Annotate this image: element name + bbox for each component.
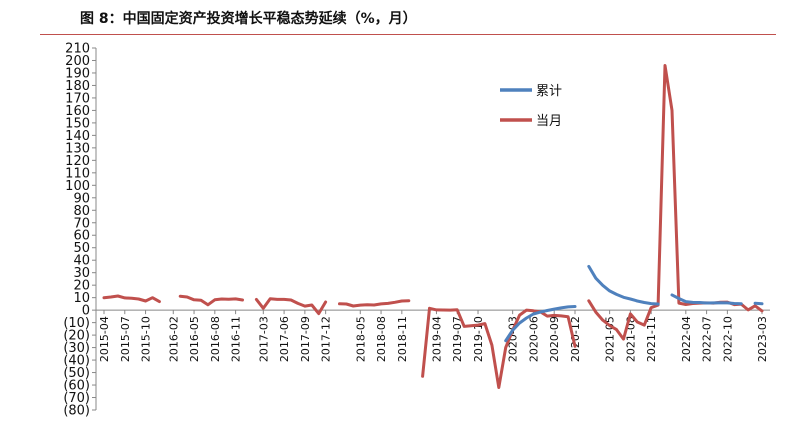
x-tick-label: 2018-08 — [375, 316, 388, 362]
y-tick-label: 40 — [73, 254, 90, 269]
x-tick-label: 2022-10 — [721, 316, 734, 362]
y-tick-label: 150 — [65, 116, 90, 131]
y-tick-label: (10) — [63, 316, 90, 331]
y-tick-label: 60 — [73, 229, 90, 244]
y-tick-label: (40) — [63, 354, 90, 369]
x-tick-label: 2016-02 — [167, 316, 180, 362]
y-tick-label: 90 — [73, 191, 90, 206]
series-line-cumulative — [670, 293, 743, 306]
x-tick-label: 2015-10 — [140, 316, 153, 362]
series-line-monthly — [421, 306, 577, 389]
y-tick-label: (20) — [63, 329, 90, 344]
y-axis-ticks: 2102001901801701601501401301201101009080… — [63, 42, 96, 419]
x-tick-label: 2015-07 — [119, 316, 132, 362]
y-tick-label: (70) — [63, 391, 90, 406]
series-line-monthly — [102, 294, 161, 304]
y-tick-label: 190 — [65, 66, 90, 81]
x-tick-label: 2017-12 — [320, 316, 333, 362]
y-tick-label: 210 — [65, 42, 90, 57]
y-tick-label: 130 — [65, 141, 90, 156]
legend-label-cumulative: 累计 — [536, 84, 562, 99]
series-lines — [102, 64, 764, 389]
series-line-monthly — [338, 299, 411, 308]
y-tick-label: 180 — [65, 79, 90, 94]
x-tick-label: 2016-11 — [230, 316, 243, 362]
y-tick-label: 70 — [73, 216, 90, 231]
x-tick-label: 2022-04 — [680, 316, 693, 362]
x-tick-label: 2017-09 — [299, 316, 312, 362]
series-line-monthly — [178, 294, 244, 307]
y-tick-label: 170 — [65, 91, 90, 106]
x-tick-label: 2016-08 — [209, 316, 222, 362]
y-tick-label: 50 — [73, 241, 90, 256]
x-tick-label: 2022-07 — [701, 316, 714, 362]
x-tick-label: 2017-06 — [278, 316, 291, 362]
x-tick-label: 2020-09 — [548, 316, 561, 362]
x-tick-label: 2019-10 — [472, 316, 485, 362]
y-tick-label: 100 — [65, 179, 90, 194]
y-tick-label: 120 — [65, 154, 90, 169]
y-tick-label: 160 — [65, 104, 90, 119]
x-tick-label: 2019-07 — [451, 316, 464, 362]
y-tick-label: 30 — [73, 266, 90, 281]
y-tick-label: (60) — [63, 379, 90, 394]
series-line-cumulative — [753, 301, 764, 306]
series-line-cumulative — [504, 305, 577, 343]
x-tick-label: 2021-11 — [645, 316, 658, 362]
x-tick-label: 2023-03 — [756, 316, 769, 362]
y-tick-label: 80 — [73, 204, 90, 219]
x-tick-label: 2019-04 — [430, 316, 443, 362]
y-tick-label: 200 — [65, 54, 90, 69]
series-line-cumulative — [587, 264, 660, 306]
series-line-monthly — [254, 297, 328, 316]
legend-label-monthly: 当月 — [536, 114, 562, 129]
y-tick-label: (30) — [63, 341, 90, 356]
x-tick-label: 2018-05 — [354, 316, 367, 362]
y-tick-label: 10 — [73, 291, 90, 306]
title-rule — [40, 34, 776, 35]
x-tick-label: 2018-11 — [396, 316, 409, 362]
y-tick-label: 20 — [73, 279, 90, 294]
figure-title: 图 8：中国固定资产投资增长平稳态势延续（%，月） — [80, 11, 417, 27]
x-axis-ticks: 2015-04 2015-07 2015-10 2016-02 2016-05 2016-… — [98, 310, 769, 362]
y-tick-label: 0 — [82, 304, 90, 319]
x-tick-label: 2020-12 — [569, 316, 582, 362]
x-tick-label: 2017-03 — [257, 316, 270, 362]
x-tick-label: 2020-06 — [527, 316, 540, 362]
y-tick-label: 110 — [65, 166, 90, 181]
x-tick-label: 2015-04 — [98, 316, 111, 362]
x-tick-label: 2016-05 — [188, 316, 201, 362]
y-tick-label: (80) — [63, 404, 90, 419]
y-tick-label: 140 — [65, 129, 90, 144]
y-tick-label: (50) — [63, 366, 90, 381]
